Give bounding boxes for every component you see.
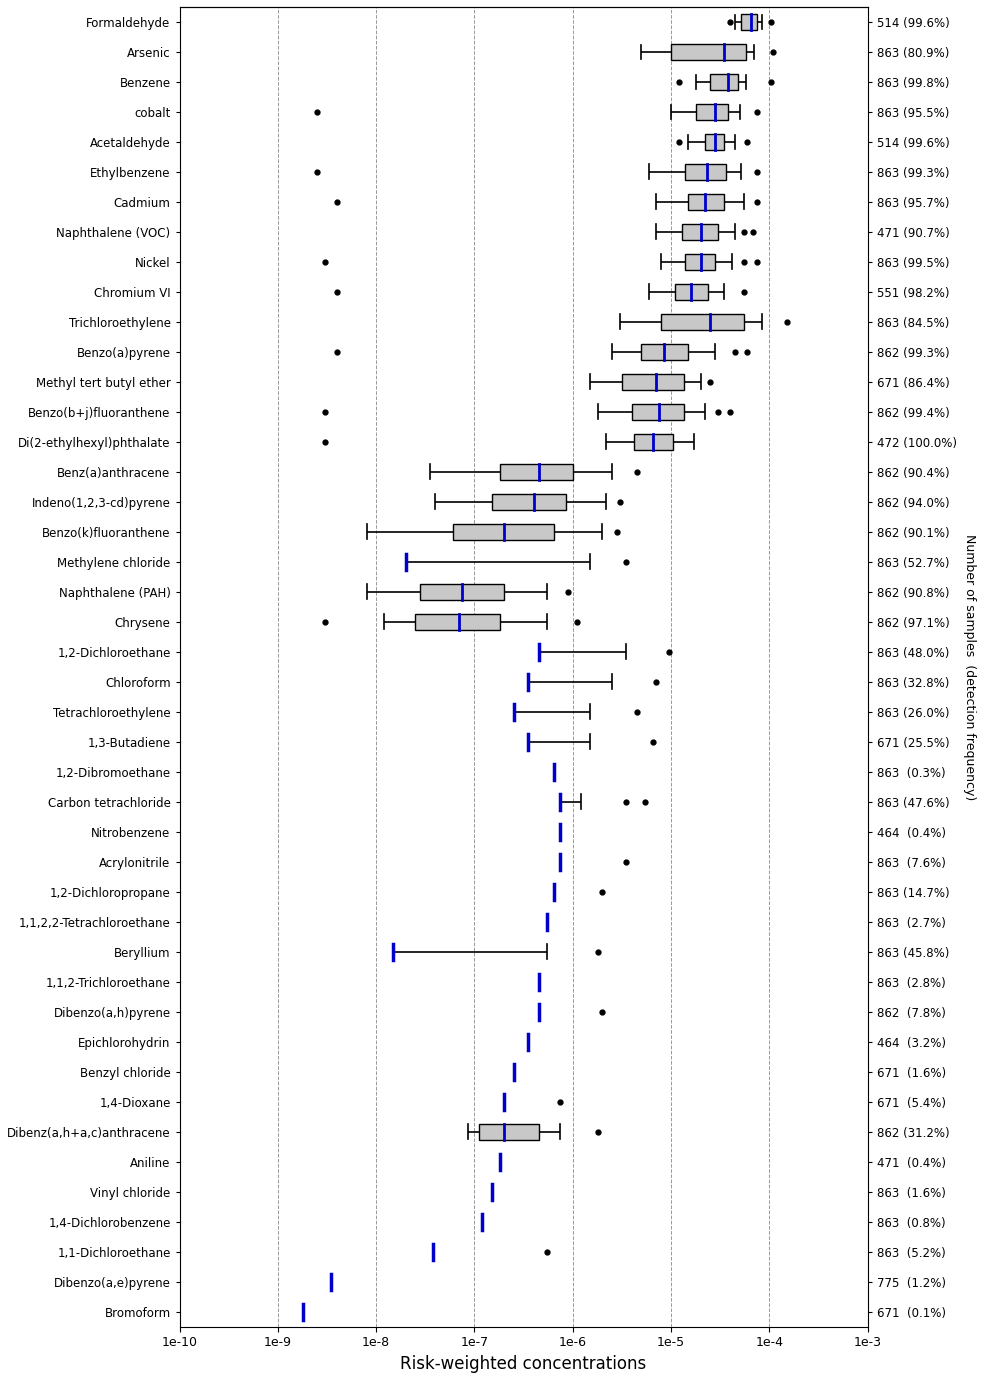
Bar: [634, 433, 673, 450]
Bar: [675, 284, 709, 301]
Bar: [741, 14, 757, 30]
Bar: [479, 1123, 539, 1140]
Bar: [415, 614, 499, 631]
Bar: [682, 224, 718, 240]
Bar: [696, 104, 728, 120]
Bar: [632, 403, 684, 420]
Bar: [685, 164, 725, 181]
Bar: [492, 494, 566, 511]
Bar: [662, 313, 744, 330]
Bar: [710, 73, 738, 90]
Bar: [499, 464, 573, 480]
Y-axis label: Number of samples  (detection frequency): Number of samples (detection frequency): [963, 534, 976, 800]
Bar: [688, 193, 724, 210]
Bar: [705, 134, 724, 150]
Bar: [685, 254, 715, 270]
X-axis label: Risk-weighted concentrations: Risk-weighted concentrations: [400, 1355, 647, 1373]
Bar: [671, 44, 746, 61]
Bar: [420, 584, 504, 600]
Bar: [642, 344, 688, 360]
Bar: [622, 374, 684, 391]
Bar: [452, 523, 554, 540]
